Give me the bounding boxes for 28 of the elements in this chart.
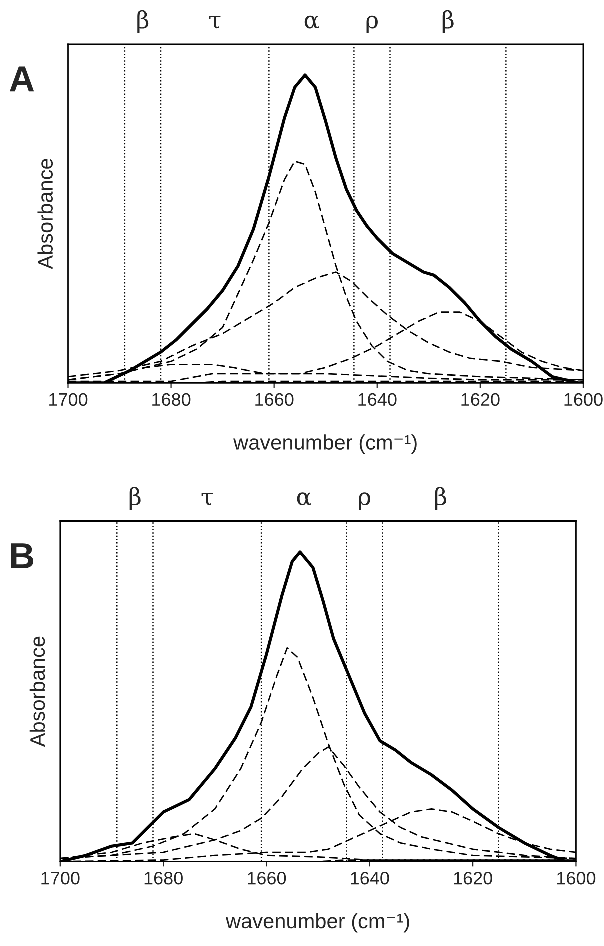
x-tick-label: 1600 (558, 872, 596, 885)
text: ρ (366, 16, 378, 34)
x-tick-label: 1660 (256, 393, 294, 406)
x-tick-label: 1640 (358, 393, 397, 406)
x-tick-label: 1620 (462, 393, 500, 406)
x-tick-label: 1700 (50, 393, 88, 406)
x-tick-label: 1600 (564, 393, 603, 406)
text: β (130, 487, 141, 510)
x-tick-label: 1680 (152, 393, 191, 406)
x-axis-title: wavenumber (cm⁻¹) (234, 434, 417, 454)
text: β (435, 487, 446, 510)
x-axis-title: wavenumber (cm⁻¹) (226, 913, 410, 933)
chart-title: A (10, 66, 34, 92)
y-axis-title: Absorbance (38, 159, 54, 270)
text: τ (202, 492, 214, 506)
x-tick-label: 1680 (144, 872, 183, 885)
x-tick-label: 1620 (454, 872, 492, 885)
text: α (304, 16, 320, 29)
text: β (138, 10, 149, 34)
y-axis-title: Absorbance (30, 636, 46, 748)
x-tick-label: 1660 (248, 872, 286, 885)
text: α (297, 492, 312, 506)
text: ρ (359, 492, 370, 510)
text: τ (210, 16, 221, 29)
x-tick-label: 1700 (42, 872, 80, 885)
chart-title: B (11, 544, 34, 568)
text: β (442, 10, 454, 34)
x-tick-label: 1640 (351, 872, 390, 885)
